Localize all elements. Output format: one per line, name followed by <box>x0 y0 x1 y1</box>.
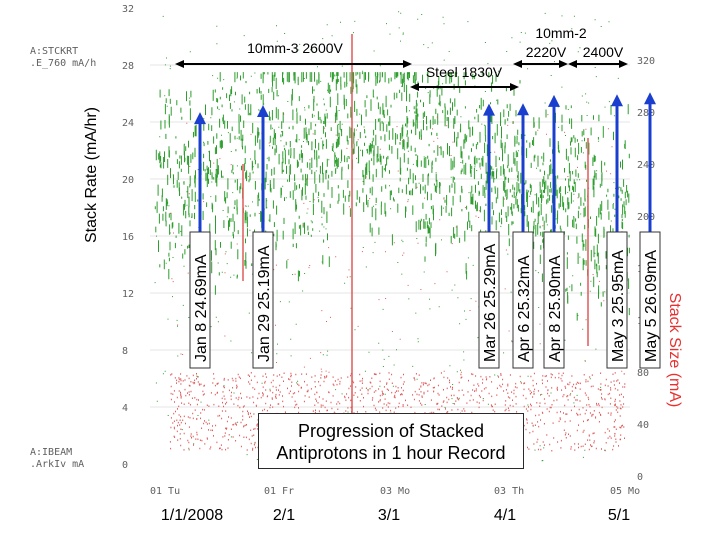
record-arrow-head <box>548 94 560 107</box>
top-channel-name: A:STCKRT <box>30 46 79 57</box>
left-tick-label: 12 <box>122 289 134 300</box>
record-arrow-head <box>257 105 269 118</box>
period-arrow-head <box>403 60 412 68</box>
record-label-box <box>189 231 211 369</box>
period-arrow-head <box>175 60 184 68</box>
left-tick-label: 24 <box>122 118 134 129</box>
annotation-label: Steel 1830V <box>426 64 503 80</box>
record-arrow-head <box>517 103 529 116</box>
bottom-channel-label: A:IBEAM .ArkIv mA <box>30 447 84 471</box>
date-label: 5/1 <box>608 507 630 524</box>
record-arrow-head <box>611 94 623 107</box>
record-label-box <box>512 231 534 369</box>
left-tick-label: 20 <box>122 175 134 186</box>
right-axis-title: Stack Size (mA) <box>666 293 683 408</box>
right-tick-label: 320 <box>637 56 655 67</box>
x-axis-ticks: 01 Tu 01 Fr 03 Mo 03 Th 05 Mo <box>150 486 640 497</box>
left-tick-label: 16 <box>122 232 134 243</box>
left-tick-label: 4 <box>122 403 128 414</box>
top-channel-label: A:STCKRT .E_760 mA/h <box>30 46 96 70</box>
date-label: 4/1 <box>494 507 516 524</box>
stack-rate-points <box>154 11 630 465</box>
record-label: May 5 26.09mA <box>643 250 660 362</box>
left-tick-label: 32 <box>122 4 134 15</box>
left-tick-label: 8 <box>122 346 128 357</box>
record-markers: Jan 8 24.69mA Jan 29 25.19mA Mar 26 25.29m… <box>189 92 661 369</box>
x-tick-label: 03 Mo <box>380 486 410 497</box>
annotation-label: 2220V <box>526 44 567 60</box>
right-tick-label: 0 <box>637 472 643 483</box>
left-tick-label: 0 <box>122 460 128 471</box>
record-arrow-head <box>644 92 656 105</box>
x-tick-label: 01 Tu <box>150 486 180 497</box>
record-arrow-head <box>194 112 206 125</box>
record-label-box <box>252 231 274 369</box>
right-tick-label: 280 <box>637 108 655 119</box>
chart-title-text: Progression of Stacked Antiprotons in 1 … <box>276 421 506 463</box>
record-label-box <box>639 231 661 369</box>
record-arrow-head <box>483 103 495 116</box>
left-axis-ticks: 0 4 8 12 16 20 24 28 32 <box>122 4 134 471</box>
record-label: Apr 6 25.32mA <box>516 255 533 362</box>
annotations: 10mm-3 2600V Steel 1830V 10mm-2 2220V 2400V <box>247 25 624 80</box>
date-labels: 1/1/2008 2/1 3/1 4/1 5/1 <box>161 507 630 524</box>
left-axis-title: Stack Rate (mA/hr) <box>83 107 100 243</box>
record-label: May 3 25.95mA <box>610 250 627 362</box>
right-tick-label: 40 <box>637 420 649 431</box>
period-arrow-head <box>513 60 522 68</box>
record-label-box <box>606 231 628 369</box>
record-label: Apr 8 25.90mA <box>547 255 564 362</box>
record-label: Jan 29 25.19mA <box>256 245 273 362</box>
annotation-label: 10mm-3 2600V <box>247 40 343 56</box>
annotation-label: 2400V <box>583 44 624 60</box>
date-label: 3/1 <box>378 507 400 524</box>
x-tick-label: 03 Th <box>494 486 524 497</box>
bottom-channel-unit: .ArkIv mA <box>30 459 85 470</box>
annotation-label: 10mm-2 <box>535 25 587 41</box>
left-tick-label: 28 <box>122 61 134 72</box>
right-tick-label: 80 <box>637 368 649 379</box>
period-arrow-head <box>619 60 628 68</box>
date-label: 2/1 <box>273 507 295 524</box>
x-tick-label: 05 Mo <box>610 486 640 497</box>
period-arrows <box>175 60 628 91</box>
chart-title: Progression of Stacked Antiprotons in 1 … <box>258 413 524 469</box>
right-tick-label: 240 <box>637 160 655 171</box>
bottom-channel-name: A:IBEAM <box>30 447 73 458</box>
record-label-box <box>478 231 500 369</box>
record-label: Jan 8 24.69mA <box>193 254 210 362</box>
period-arrow-head <box>568 60 577 68</box>
record-label: Mar 26 25.29mA <box>482 243 499 362</box>
period-arrow-head <box>410 83 419 91</box>
period-arrow-head <box>559 60 568 68</box>
top-channel-unit: .E_760 mA/h <box>30 58 97 69</box>
right-tick-label: 200 <box>637 212 655 223</box>
period-arrow-head <box>510 83 519 91</box>
record-label-box <box>543 231 565 369</box>
stack-rate-series <box>154 11 630 465</box>
date-label: 1/1/2008 <box>161 507 223 524</box>
x-tick-label: 01 Fr <box>264 486 294 497</box>
